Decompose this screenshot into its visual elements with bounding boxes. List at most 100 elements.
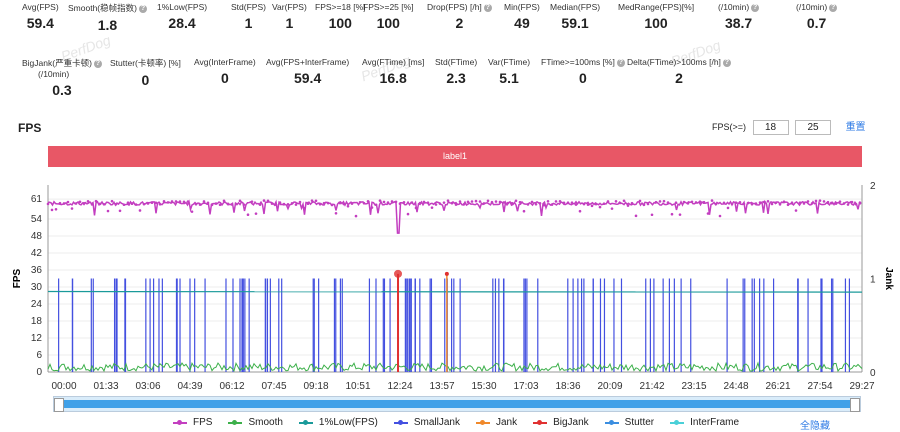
legend-item-stutter[interactable]: Stutter [604,417,654,428]
fps-point [342,202,346,206]
fps-point [202,200,206,203]
fps-point [290,202,294,205]
legend-label: Jank [495,417,518,428]
fps-point [418,201,422,205]
stat-label: Std(FTime) [435,57,478,67]
help-icon[interactable]: ? [93,59,102,68]
fps-point [790,201,794,205]
fps-point [146,202,150,205]
y-tick-label: 0 [36,367,42,378]
fps-point [470,200,474,203]
fps-point [702,200,706,204]
stat-label: Stutter(卡顿率) [%] [110,58,181,68]
fps-point [158,203,162,206]
fps-point [350,202,354,205]
stat-label: Drop(FPS) [/h]? [427,2,492,12]
fps-point [694,201,698,204]
time-range-slider[interactable] [53,396,861,412]
x-tick-label: 27:54 [807,381,832,392]
legend-item-bigjank[interactable]: BigJank [533,417,589,428]
x-tick-label: 26:21 [765,381,790,392]
fps-point [766,200,770,203]
fps-point [306,202,310,206]
fps-point [238,199,242,203]
legend-item-low1[interactable]: 1%Low(FPS) [298,417,378,428]
fps-point [218,203,222,207]
slider-left-handle[interactable] [54,398,64,412]
fps-point [582,202,586,206]
fps-point [522,209,526,213]
x-tick-label: 18:36 [555,381,580,392]
fps-point [494,200,498,203]
stat-label: Min(FPS) [504,2,540,12]
reset-button[interactable]: 重置 [845,122,866,133]
fps-point [666,201,670,204]
help-icon[interactable]: ? [722,58,731,67]
help-icon[interactable]: ? [829,3,838,12]
fps-point [794,209,798,212]
legend-item-jank[interactable]: Jank [475,417,518,428]
stat-label: MedRange(FPS)[%] [618,2,695,12]
label-bar[interactable]: label1 [48,146,862,167]
fps-point [130,202,134,206]
fps-point [802,202,806,205]
legend-swatch [670,419,685,425]
fps-point [722,201,726,205]
fps-point [646,202,650,206]
fps-point [654,200,658,204]
legend-label: BigJank [553,417,589,428]
fps-point [678,213,682,216]
fps-point [610,207,614,210]
fps-point [326,201,330,205]
y-tick-label: 42 [31,248,43,259]
legend-item-interframe[interactable]: InterFrame [670,417,739,428]
fps-point [150,201,154,205]
stat-value: 0.7 [806,15,827,31]
stat-row1-12: (/10min)? 0.7 [796,2,838,31]
stat-value: 59.4 [293,70,322,86]
fps-point [558,199,562,203]
legend-item-fps[interactable]: FPS [173,417,212,428]
fps-point [502,201,506,204]
legend-label: SmallJank [413,417,460,428]
fps-point [250,200,254,203]
fps-point [686,202,690,205]
threshold-input-1[interactable]: 18 [752,120,789,136]
legend-item-smalljank[interactable]: SmallJank [393,417,460,428]
fps-point [846,203,850,206]
fps-point [246,213,250,216]
fps-point [478,200,482,203]
stat-value: 100 [644,15,668,31]
help-icon[interactable]: ? [751,3,760,12]
fps-point [438,202,442,205]
stat-label: Avg(InterFrame) [194,57,256,67]
threshold-input-2[interactable]: 25 [795,120,832,136]
fps-point [258,203,262,206]
slider-right-handle[interactable] [850,398,860,412]
fps-point [322,201,326,205]
y-axis-label: FPS [12,268,23,288]
stat-value: 1 [244,15,253,31]
x-tick-label: 09:18 [303,381,328,392]
stat-value: 2 [455,15,464,31]
fps-point [774,201,778,204]
fps-point [498,200,502,204]
legend-item-smooth[interactable]: Smooth [228,417,283,428]
stat-label: Avg(FPS+InterFrame) [266,57,350,67]
help-icon[interactable]: ? [138,4,147,13]
legend-dot [608,419,614,425]
fps-point [758,201,762,204]
stat-row1-7: Drop(FPS) [/h]? 2 [427,2,492,31]
fps-point [490,200,494,204]
fps-point [422,200,426,204]
fps-point [658,200,662,203]
fps-point [166,201,170,204]
fps-point [230,203,234,206]
help-icon[interactable]: ? [483,3,492,12]
fps-point [714,202,718,206]
help-icon[interactable]: ? [616,58,625,67]
fps-point [754,202,758,205]
x-tick-label: 06:12 [219,381,244,392]
hide-all-button[interactable]: 全隐藏 [800,421,830,432]
fps-point [782,200,786,203]
